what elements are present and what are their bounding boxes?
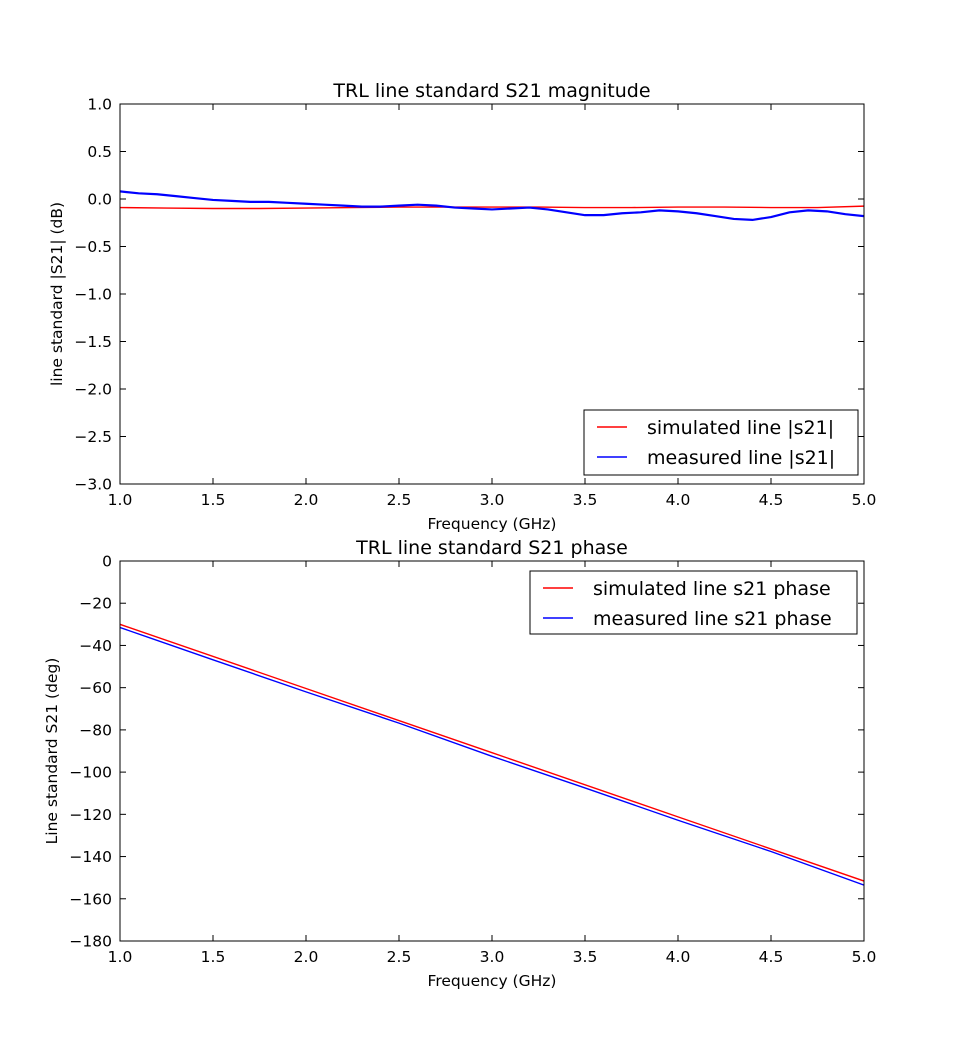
y-tick-label: −80 [79, 721, 112, 739]
series-line-2 [120, 190, 864, 221]
chart-title: TRL line standard S21 magnitude [332, 80, 650, 102]
y-tick-label: 0.5 [87, 143, 112, 161]
x-tick-label: 4.0 [666, 948, 691, 966]
chart-2: 1.0 1.5 2.0 2.5 3.0 3.5 4.0 4.5 5.0 0 −20 −40 −60 −80… [43, 537, 876, 990]
x-tick-label: 3.5 [573, 491, 598, 509]
x-tick-label: 2.0 [294, 948, 319, 966]
legend-box [529, 570, 858, 635]
legend: simulated line s21 phase measured line s2… [529, 570, 858, 635]
x-tick-label: 5.0 [852, 491, 877, 509]
y-tick-label: 0.0 [87, 191, 112, 209]
x-tick-label: 3.0 [480, 948, 505, 966]
chart-title: TRL line standard S21 phase [355, 537, 628, 559]
x-tick-label: 2.5 [387, 491, 412, 509]
legend-box [583, 409, 859, 476]
chart-1: 1.0 1.5 2.0 2.5 3.0 3.5 4.0 4.5 5.0 1.0 0.5 0.0 −0.5… [48, 80, 876, 533]
y-tick-label: −60 [79, 679, 112, 697]
x-tick-label: 1.5 [201, 948, 226, 966]
x-tick-label: 4.5 [759, 491, 784, 509]
legend-entry: measured line s21 phase [593, 608, 832, 630]
y-tick-label: −2.0 [74, 381, 112, 399]
legend-entry: simulated line |s21| [647, 417, 834, 439]
y-tick-label: −1.0 [74, 286, 112, 304]
series-line-1 [120, 623, 864, 882]
x-tick-label: 3.5 [573, 948, 598, 966]
y-tick-label: −140 [69, 848, 112, 866]
y-tick-label: −3.0 [74, 476, 112, 494]
y-tick-label: −180 [69, 933, 112, 951]
x-tick-label: 5.0 [852, 948, 877, 966]
x-tick-label: 4.5 [759, 948, 784, 966]
legend: simulated line |s21| measured line |s21| [583, 409, 859, 476]
x-tick-label: 3.0 [480, 491, 505, 509]
y-tick-label: −2.5 [74, 428, 112, 446]
y-tick-label: −1.5 [74, 333, 112, 351]
x-axis-label: Frequency (GHz) [428, 515, 557, 533]
legend-entry: simulated line s21 phase [593, 578, 831, 600]
y-tick-label: −20 [79, 595, 112, 613]
y-tick-label: −0.5 [74, 238, 112, 256]
y-tick-label: −120 [69, 806, 112, 824]
y-tick-label: −160 [69, 890, 112, 908]
x-tick-label: 2.0 [294, 491, 319, 509]
x-tick-label: 1.0 [108, 948, 133, 966]
legend-entry: measured line |s21| [647, 447, 835, 469]
x-tick-label: 4.0 [666, 491, 691, 509]
x-axis-label: Frequency (GHz) [428, 972, 557, 990]
x-tick-label: 2.5 [387, 948, 412, 966]
series-line-2 [120, 626, 864, 886]
y-axis-label: Line standard S21 (deg) [43, 658, 61, 845]
x-tick-label: 1.0 [108, 491, 133, 509]
y-tick-label: 0 [102, 553, 112, 571]
y-tick-label: −100 [69, 764, 112, 782]
y-tick-label: 1.0 [87, 96, 112, 114]
y-axis-label: line standard |S21| (dB) [48, 202, 66, 386]
x-tick-label: 1.5 [201, 491, 226, 509]
series-line-1 [120, 205, 864, 210]
y-tick-label: −40 [79, 637, 112, 655]
